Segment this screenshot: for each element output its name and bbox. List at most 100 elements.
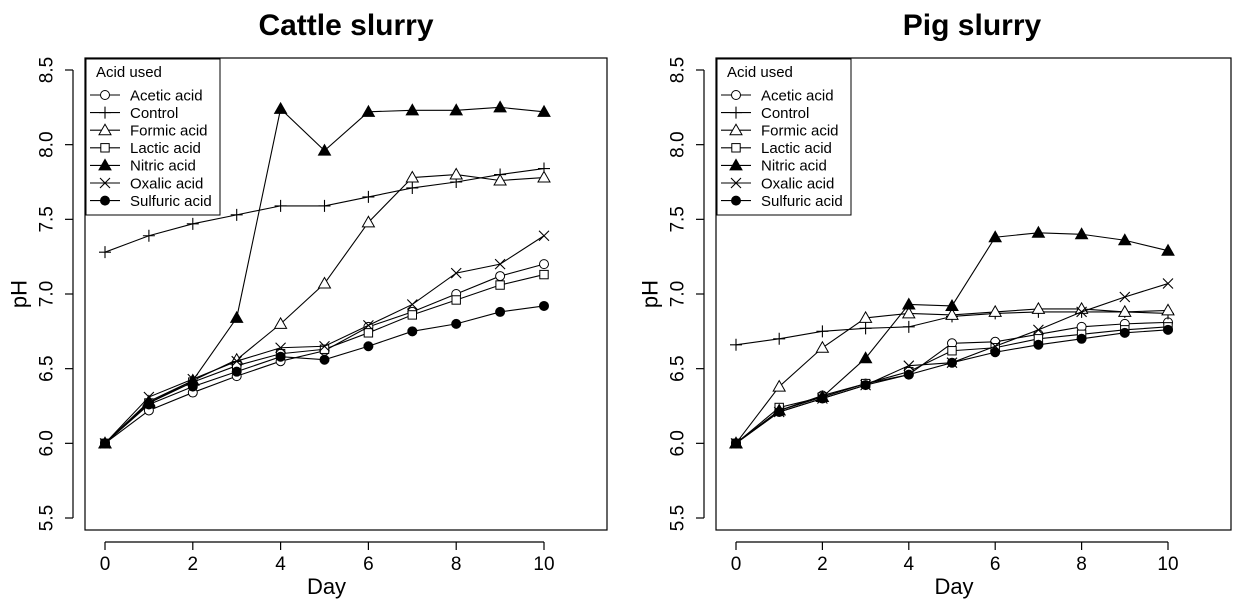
pig-series-nitric-acid-point xyxy=(1031,225,1046,238)
pig-series-sulfuric-acid-point xyxy=(990,347,1001,358)
cattle-legend-item-control: Control xyxy=(90,105,178,122)
cattle-series-oxalic-acid-point xyxy=(494,258,506,270)
pig-series-oxalic-acid-point xyxy=(1162,278,1174,289)
cattle-series-sulfuric-acid-point xyxy=(539,300,549,311)
pig-series-sulfuric-acid-point xyxy=(1163,324,1173,335)
cattle-legend-item-lactic-acid-label: Lactic acid xyxy=(130,140,201,157)
cattle-series-formic-acid-point xyxy=(361,215,376,228)
pig-x-axis-label: Day xyxy=(934,574,973,599)
cattle-series-sulfuric-acid-point xyxy=(143,399,154,410)
cattle-series-oxalic-acid-point xyxy=(406,299,418,310)
cattle-legend-item-formic-acid-label: Formic acid xyxy=(130,122,208,139)
cattle-series-formic-acid-point xyxy=(493,173,507,186)
pig-legend-item-nitric-acid: Nitric acid xyxy=(721,158,827,175)
cattle-series-oxalic-acid-point xyxy=(450,267,462,279)
cattle-series-sulfuric-acid-point xyxy=(187,381,198,392)
cattle-series-control-point xyxy=(142,229,155,242)
pig-legend-item-acetic-acid-marker xyxy=(731,90,741,100)
pig-y-tick-label: 6.0 xyxy=(668,430,689,456)
cattle-y-tick-label: 8.0 xyxy=(37,131,58,157)
pig-x-tick-label: 10 xyxy=(1157,554,1178,575)
pig-y-tick-label: 6.5 xyxy=(668,355,689,381)
pig-series-lactic-acid-point xyxy=(947,346,957,356)
cattle-legend-item-oxalic-acid-marker xyxy=(99,177,111,189)
cattle-series-lactic-acid-point xyxy=(539,269,549,280)
pig-series-oxalic-acid-point xyxy=(1119,291,1131,303)
pig-series-nitric-acid-point xyxy=(988,230,1003,243)
pig-x-tick-label: 2 xyxy=(817,554,828,575)
cattle-x-tick-label: 0 xyxy=(100,554,111,575)
cattle-series-lactic-acid-point xyxy=(319,344,330,354)
cattle-series-oxalic-acid-point xyxy=(187,373,199,385)
pig-series-formic-acid-point xyxy=(815,340,830,353)
pig-legend-item-control: Control xyxy=(721,105,809,122)
pig-series-oxalic-acid-point xyxy=(1076,306,1087,318)
pig-legend-item-formic-acid-label: Formic acid xyxy=(761,122,839,139)
cattle-legend-item-lactic-acid-marker xyxy=(100,143,110,153)
cattle-legend-item-control-label: Control xyxy=(130,105,178,122)
pig-legend-item-lactic-acid-marker xyxy=(731,143,741,153)
cattle-series-nitric-acid-point xyxy=(449,103,464,116)
cattle-series-formic-acid-point xyxy=(273,316,288,329)
cattle-legend-item-formic-acid: Formic acid xyxy=(90,122,208,139)
cattle-series-sulfuric-acid-point xyxy=(275,351,286,362)
cattle-chart: Cattle slurry 0 2 4 6 8 10 Day 5.5 6.0 6.5 7.0 7.5 8.… xyxy=(7,9,608,599)
cattle-legend-item-nitric-acid: Nitric acid xyxy=(90,158,196,175)
pig-series-formic-acid-point xyxy=(772,379,787,392)
pig-plot-frame xyxy=(715,57,1232,531)
pig-series-oxalic-acid-point xyxy=(903,360,915,372)
pig-series-nitric-acid-point xyxy=(901,297,916,310)
cattle-series-sulfuric-acid-point xyxy=(100,438,110,449)
pig-series-formic-acid-point xyxy=(1031,301,1046,314)
pig-x-tick-label: 4 xyxy=(904,554,915,575)
pig-y-tick-label: 7.0 xyxy=(668,281,689,307)
pig-series-sulfuric-acid-point xyxy=(947,357,957,368)
cattle-y-tick-label: 6.5 xyxy=(37,355,58,381)
cattle-legend-title: Acid used xyxy=(96,64,162,81)
pig-series-sulfuric-acid-point xyxy=(903,369,914,380)
pig-series-sulfuric-acid-point xyxy=(1033,339,1044,350)
pig-legend-item-acetic-acid: Acetic acid xyxy=(721,87,834,104)
cattle-series-control-point xyxy=(274,199,287,212)
pig-chart-title: Pig slurry xyxy=(903,9,1042,42)
cattle-series-formic-acid-point xyxy=(537,170,551,183)
cattle-y-tick-label: 8.5 xyxy=(37,57,58,83)
cattle-legend-item-oxalic-acid: Oxalic acid xyxy=(90,175,203,192)
pig-chart: Pig slurry 0 2 4 6 8 10 Day 5.5 6.0 6.5 7.0 7.5 8.0 8.… xyxy=(638,9,1232,599)
cattle-series-control-point xyxy=(406,181,419,194)
pig-series-sulfuric-acid-point xyxy=(1119,327,1130,338)
pig-x-tick-label: 0 xyxy=(731,554,742,575)
pig-series-sulfuric-acid-point xyxy=(1076,333,1087,344)
cattle-y-tick-label: 7.0 xyxy=(37,281,58,307)
cattle-series-control-point xyxy=(318,199,331,212)
cattle-x-axis: 0 2 4 6 8 10 xyxy=(100,541,555,575)
pig-y-tick-label: 8.0 xyxy=(668,131,689,157)
pig-series-sulfuric-acid-point xyxy=(860,380,871,391)
cattle-chart-title: Cattle slurry xyxy=(258,9,433,42)
cattle-series-control-point xyxy=(99,246,111,259)
cattle-series-sulfuric-acid-point xyxy=(319,354,330,365)
pig-legend-item-lactic-acid-label: Lactic acid xyxy=(761,140,832,157)
pig-legend-item-formic-acid-marker xyxy=(729,123,743,136)
pig-legend-item-nitric-acid-label: Nitric acid xyxy=(761,158,827,175)
cattle-x-tick-label: 4 xyxy=(275,554,286,575)
pig-series-nitric-acid-line xyxy=(735,232,1169,444)
cattle-legend-item-control-marker xyxy=(99,106,111,119)
pig-series-control-point xyxy=(773,332,786,345)
cattle-x-tick-label: 8 xyxy=(451,554,462,575)
cattle-legend-item-sulfuric-acid-marker xyxy=(100,195,110,206)
cattle-series-control-point xyxy=(230,208,243,221)
cattle-series-oxalic-acid-line xyxy=(104,235,545,444)
pig-series-nitric-acid-point xyxy=(1161,243,1175,256)
pig-x-axis: 0 2 4 6 8 10 xyxy=(731,541,1179,575)
cattle-y-tick-label: 5.5 xyxy=(37,505,58,531)
pig-legend-item-oxalic-acid-label: Oxalic acid xyxy=(761,175,834,192)
pig-legend-item-oxalic-acid-marker xyxy=(730,177,742,189)
cattle-x-axis-label: Day xyxy=(307,574,346,599)
pig-series-control-point xyxy=(816,325,829,338)
cattle-series-lactic-acid-point xyxy=(451,295,461,305)
cattle-legend-item-formic-acid-marker xyxy=(98,123,112,136)
pig-x-tick-label: 8 xyxy=(1076,554,1087,575)
cattle-series-nitric-acid-point xyxy=(493,100,507,113)
cattle-series-oxalic-acid-point xyxy=(275,342,286,354)
